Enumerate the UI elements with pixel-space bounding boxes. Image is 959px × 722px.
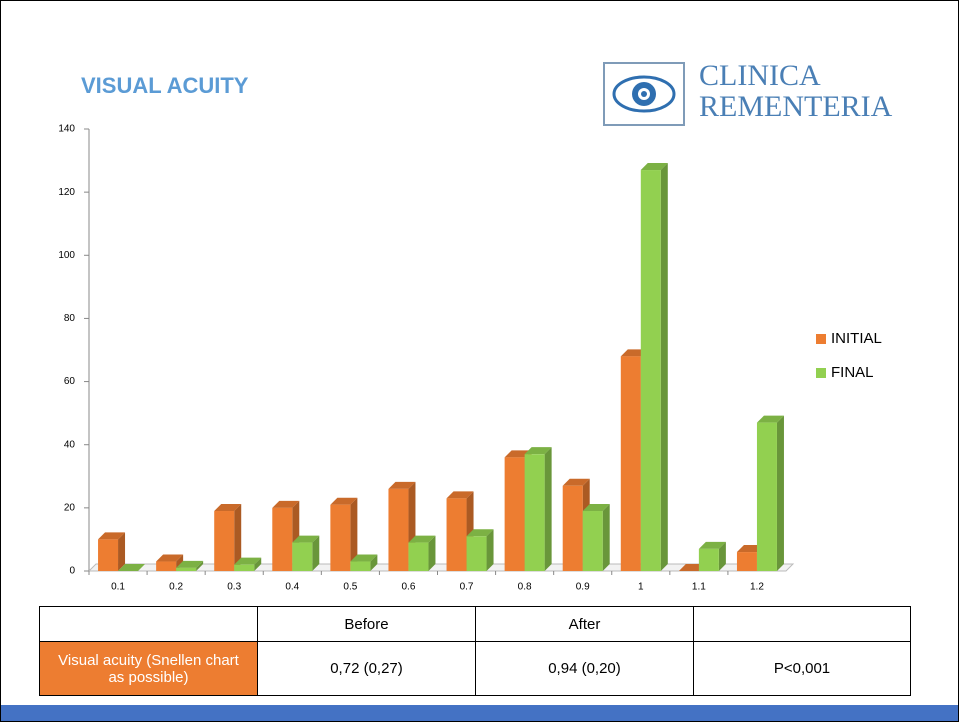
bar-side [486,529,494,571]
x-tick-label: 0.7 [460,582,474,593]
bar-top [292,535,320,543]
bar-top [234,557,262,565]
x-tick-label: 0.2 [169,582,183,593]
bar-side [254,557,262,571]
bar [736,552,757,571]
bar-top [156,554,184,562]
bar [292,542,313,571]
x-tick-label: 0.6 [402,582,416,593]
bar-top [214,504,242,512]
y-tick-label: 20 [64,502,76,513]
bar-side [350,497,358,571]
bar [272,507,293,571]
bar-side [234,504,242,571]
y-tick-label: 140 [58,124,75,135]
bar [620,356,641,571]
y-tick-label: 120 [58,187,75,198]
legend-swatch [816,334,826,344]
y-tick-label: 40 [64,439,76,450]
x-tick-label: 1.2 [750,582,764,593]
bar-top [350,554,378,562]
y-tick-label: 100 [58,250,75,261]
bar [388,488,409,571]
bar-side [428,535,436,571]
bar [640,170,661,572]
bar [176,567,197,571]
bar [582,511,603,571]
y-tick-label: 80 [64,313,76,324]
stats-table: Before After Visual acuity (Snellen char… [39,606,911,696]
bar [408,542,429,571]
x-tick-label: 0.3 [227,582,241,593]
bar-top [466,529,494,537]
bar [466,536,487,571]
bar [234,564,255,571]
header-cell: After [475,606,694,642]
footer-bar [1,705,958,721]
legend-label: INITIAL [831,330,882,347]
logo-text: REMENTERIA [699,90,893,123]
bar-top [388,481,416,489]
bar-top [698,541,726,549]
bar-side [660,163,668,572]
bar [214,511,235,571]
bar [562,485,583,571]
bar-top [524,447,552,455]
bar-side [118,532,126,571]
legend-label: FINAL [831,364,874,381]
bar [524,454,545,571]
bar [446,498,467,571]
bar [156,561,177,571]
y-tick-label: 0 [69,566,75,577]
bar-top [756,415,784,423]
bar-top [118,564,146,571]
bar-side [312,535,320,571]
bar-side [776,415,784,571]
cell: 0,94 (0,20) [475,641,694,696]
bar [504,457,525,571]
bar-top [640,163,668,171]
logo-text: CLINICA [699,59,821,92]
bar-top [408,535,436,543]
bar [756,422,777,571]
x-tick-label: 0.8 [518,582,532,593]
bar [350,561,371,571]
header-cell: Before [257,606,476,642]
row-label: Visual acuity (Snellen chart as possible… [39,641,258,696]
legend-swatch [816,368,826,378]
bar-side [196,560,204,571]
bar [98,539,119,571]
bar-side [370,554,378,571]
empty-cell [39,606,258,642]
x-tick-label: 1.1 [692,582,706,593]
bar-top [582,504,610,512]
bar-top [446,491,474,499]
cell: 0,72 (0,27) [257,641,476,696]
bar-top [176,560,204,568]
x-tick-label: 0.5 [343,582,357,593]
cell: P<0,001 [693,641,911,696]
bar-top [272,500,300,508]
bar-top [98,532,126,540]
bar-side [718,541,726,571]
x-tick-label: 0.9 [576,582,590,593]
bar [698,548,719,571]
bar [330,504,351,571]
x-tick-label: 0.1 [111,582,125,593]
chart-title: VISUAL ACUITY [81,73,249,98]
bar-top [330,497,358,505]
logo-icon [603,62,685,126]
bar-side [602,504,610,571]
y-tick-label: 60 [64,376,76,387]
bar-side [544,447,552,571]
bar-top [562,478,590,486]
empty-cell [693,606,911,642]
x-tick-label: 1 [638,582,644,593]
x-tick-label: 0.4 [285,582,299,593]
